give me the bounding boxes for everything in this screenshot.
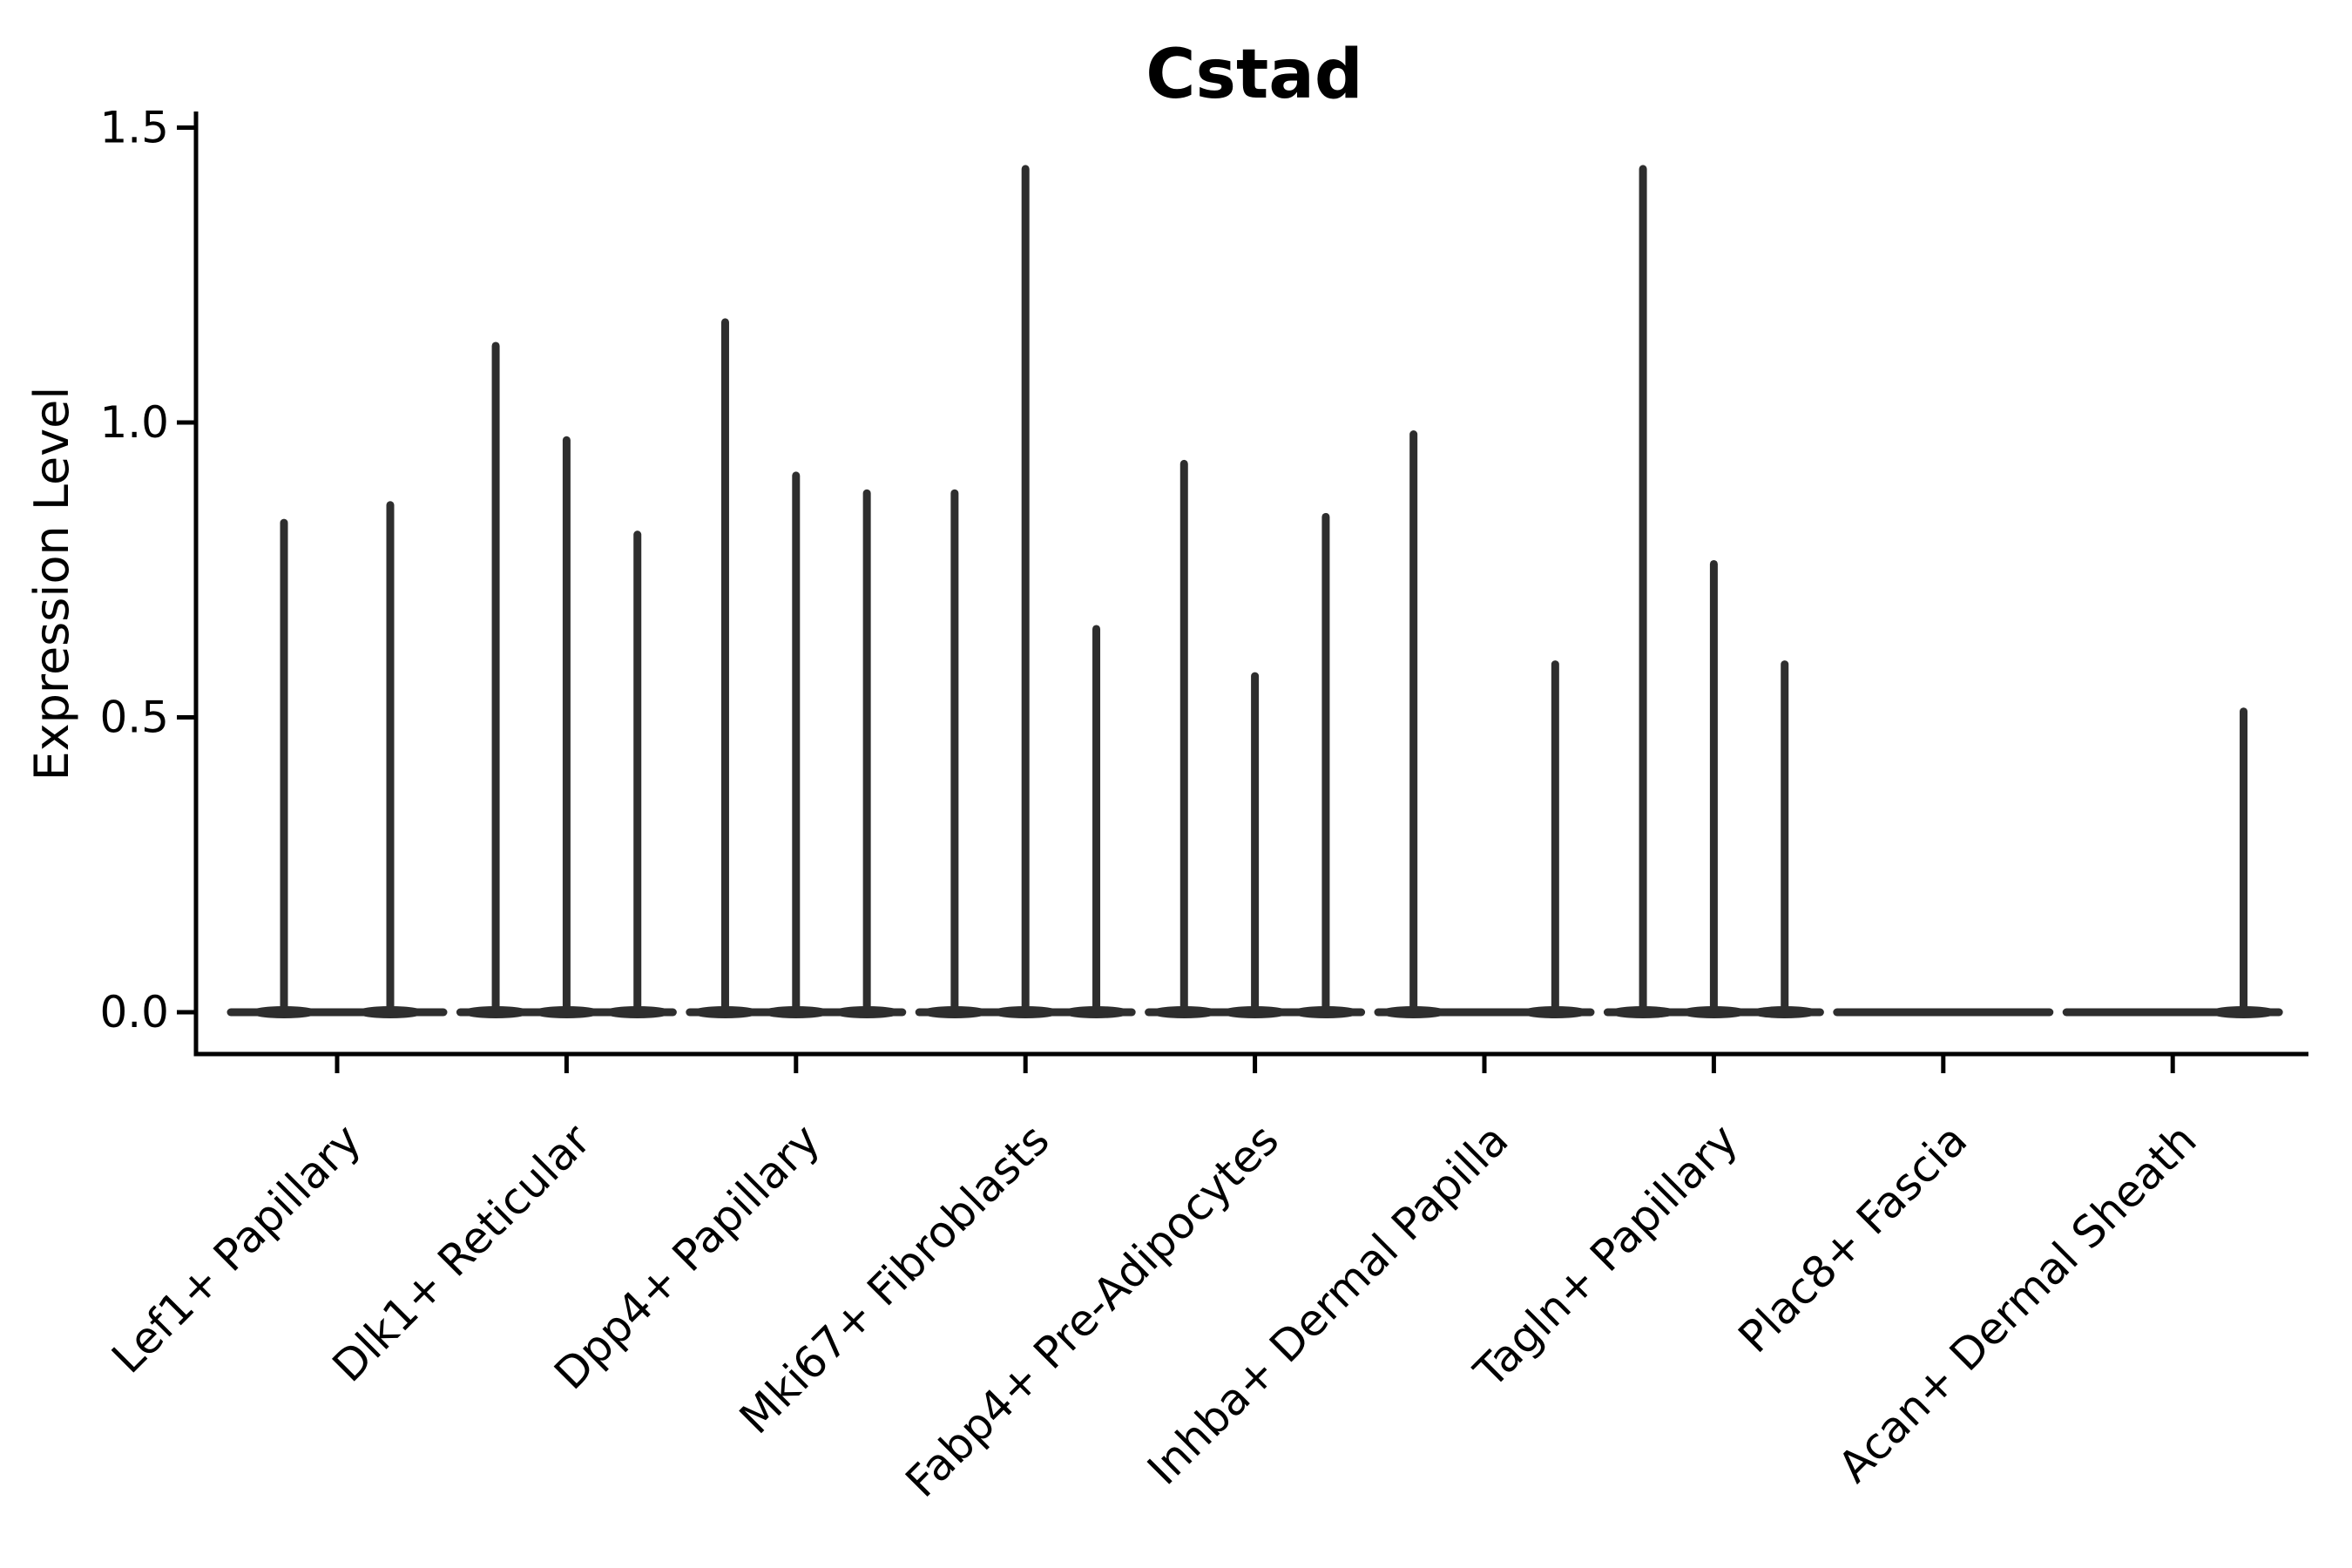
- x-tick-label: Plac8+ Fascia: [1729, 1114, 1977, 1362]
- y-tick-label: 0.5: [99, 693, 169, 743]
- y-tick-label: 0.0: [99, 987, 169, 1037]
- y-axis-label: Expression Level: [24, 387, 79, 781]
- x-tick-label: Fabp4+ Pre-Adipocytes: [896, 1114, 1289, 1507]
- chart-title: Cstad: [1146, 36, 1362, 114]
- x-tick-label: Lef1+ Papillary: [102, 1114, 370, 1382]
- y-tick-label: 1.0: [99, 397, 169, 448]
- violin-layer: [226, 165, 2283, 1018]
- y-tick-label: 1.5: [99, 103, 169, 153]
